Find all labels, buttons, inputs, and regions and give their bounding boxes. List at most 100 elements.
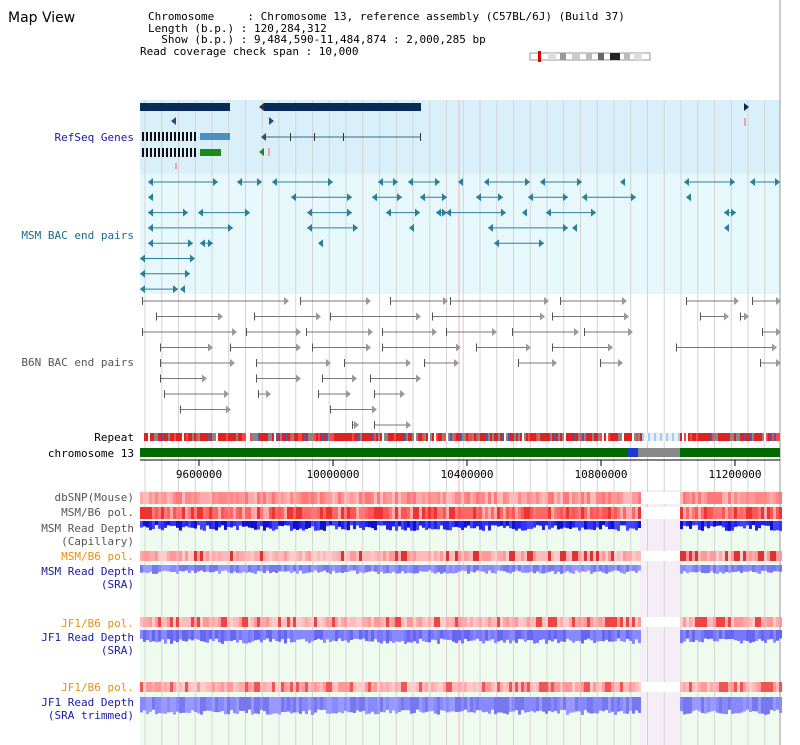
heat-cell (779, 492, 782, 504)
refseq-genes-label[interactable]: RefSeq Genes (54, 131, 134, 144)
heat-cell (326, 682, 329, 692)
repeat-cell (166, 433, 168, 441)
msm-bac-label[interactable]: MSM BAC end pairs (21, 229, 134, 242)
depth-bar (176, 521, 179, 528)
heat-cell (266, 551, 269, 561)
depth-bar (431, 630, 434, 640)
depth-bar (539, 630, 542, 640)
depth-bar (692, 630, 695, 642)
heat-cell (404, 492, 407, 504)
depth-bar (494, 630, 497, 644)
heat-gap (665, 617, 668, 627)
depth-bar (179, 630, 182, 640)
heat-cell (245, 492, 248, 504)
heat-cell (743, 492, 746, 504)
heat-cell (194, 682, 197, 692)
heat-cell (293, 551, 296, 561)
heat-cell (566, 682, 569, 692)
depth-bar (341, 630, 344, 641)
depth-bar (251, 630, 254, 642)
feature-arrow (284, 297, 289, 305)
gene-exon (420, 133, 421, 141)
gene-exon (170, 148, 172, 157)
msm-b6-pol-label[interactable]: MSM/B6 pol. (61, 506, 134, 519)
heat-cell (407, 551, 410, 561)
repeat-cell (676, 433, 678, 441)
heat-cell (602, 492, 605, 504)
heat-cell (251, 682, 254, 692)
feature-arrow (620, 178, 625, 186)
jf1-read-depth-trimmed-label[interactable]: JF1 Read Depth (SRA trimmed) (41, 696, 134, 722)
heat-gap (650, 551, 653, 561)
b6n-end (700, 312, 701, 321)
dbsnp-label[interactable]: dbSNP(Mouse) (54, 491, 134, 504)
heat-cell (722, 492, 725, 504)
depth-bar (263, 565, 266, 574)
heat-cell (545, 551, 548, 561)
msm-b6-pol-sra-label[interactable]: MSM/B6 pol. (61, 550, 134, 563)
heat-cell (761, 617, 764, 627)
repeat-cell (566, 433, 568, 441)
heat-cell (524, 492, 527, 504)
depth-bar (332, 521, 335, 526)
repeat-cell (406, 433, 408, 441)
ideogram-band (624, 53, 630, 60)
heat-cell (539, 682, 542, 692)
repeat-cell (756, 433, 758, 441)
heat-cell (275, 551, 278, 561)
depth-bar (776, 565, 779, 572)
depth-bar (581, 630, 584, 644)
repeat-cell (694, 433, 696, 441)
depth-bar (569, 521, 572, 529)
heat-cell (362, 682, 365, 692)
depth-bar (167, 521, 170, 526)
b6n-end (160, 359, 161, 367)
depth-bar (239, 521, 242, 526)
jf1-b6-pol-label[interactable]: JF1/B6 pol. (61, 617, 134, 630)
repeat-cell (352, 433, 354, 441)
repeat-cell (188, 433, 190, 441)
depth-bar (332, 565, 335, 571)
heat-cell (206, 682, 209, 692)
depth-bar (461, 697, 464, 712)
heat-cell (449, 682, 452, 692)
depth-bar (722, 697, 725, 714)
depth-bar (302, 697, 305, 712)
heat-gap (656, 492, 659, 504)
msm-read-depth-capillary-label[interactable]: MSM Read Depth (Capillary) (41, 522, 134, 548)
depth-bar (227, 565, 230, 573)
depth-bar (539, 521, 542, 526)
heat-cell (392, 551, 395, 561)
heat-cell (254, 507, 257, 519)
jf1-b6-pol-trimmed-label[interactable]: JF1/B6 pol. (61, 681, 134, 694)
heat-cell (212, 617, 215, 627)
depth-bar (242, 697, 245, 711)
depth-bar (281, 565, 284, 572)
depth-bar (611, 565, 614, 572)
heat-cell (611, 507, 614, 519)
heat-cell (374, 492, 377, 504)
heat-cell (602, 551, 605, 561)
depth-bar (587, 565, 590, 571)
depth-bar (686, 521, 689, 527)
depth-bar (683, 521, 686, 526)
depth-bar (404, 521, 407, 531)
depth-bar (224, 521, 227, 530)
heat-cell (239, 617, 242, 627)
heat-cell (554, 492, 557, 504)
heat-cell (509, 492, 512, 504)
b6n-bac-label[interactable]: B6N BAC end pairs (21, 356, 134, 369)
heat-cell (449, 492, 452, 504)
depth-bar (761, 521, 764, 526)
heat-cell (539, 492, 542, 504)
feature-arrow (494, 239, 499, 248)
feature-arrow (415, 208, 420, 217)
heat-cell (758, 551, 761, 561)
jf1-read-depth-label[interactable]: JF1 Read Depth (SRA) (41, 631, 134, 657)
feature-arrow (591, 208, 596, 217)
depth-bar (686, 697, 689, 714)
msm-read-depth-sra-label[interactable]: MSM Read Depth (SRA) (41, 565, 134, 591)
heat-cell (419, 682, 422, 692)
depth-bar (614, 697, 617, 715)
